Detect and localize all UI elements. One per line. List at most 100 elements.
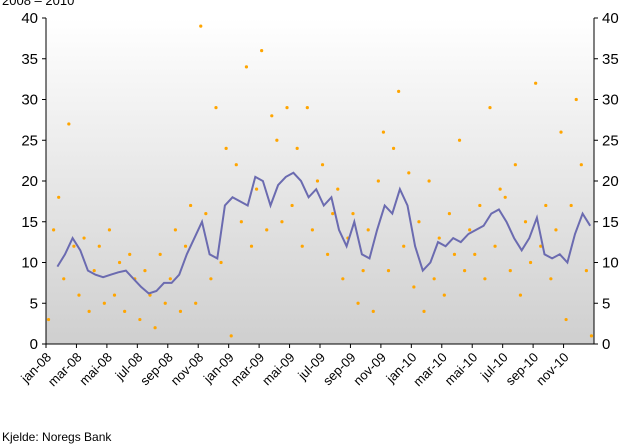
point: [209, 277, 213, 281]
point: [523, 220, 528, 224]
subtitle: 2008 – 2010: [2, 0, 74, 8]
point: [539, 244, 543, 248]
point: [442, 293, 446, 297]
point: [549, 277, 553, 281]
point: [584, 269, 588, 273]
point: [376, 179, 380, 183]
point: [189, 203, 193, 208]
point: [82, 236, 86, 240]
point: [224, 146, 228, 150]
point: [117, 260, 122, 265]
point: [123, 309, 127, 313]
point: [77, 293, 81, 297]
point: [326, 252, 330, 256]
point: [52, 228, 56, 232]
point: [153, 326, 157, 330]
point: [244, 65, 249, 69]
point: [72, 244, 76, 248]
point: [544, 203, 548, 208]
point: [280, 220, 284, 224]
y2-tick-label: 20: [602, 173, 619, 190]
point: [260, 49, 264, 53]
x-tick-label: nov-10: [533, 350, 572, 389]
x-tick-label: mar-10: [410, 350, 450, 390]
x-tick-label: mar-08: [45, 350, 85, 390]
point: [432, 277, 436, 281]
y-tick-label: 5: [30, 295, 38, 312]
point: [528, 260, 533, 265]
point: [331, 212, 335, 216]
point: [569, 203, 573, 208]
point: [513, 163, 517, 167]
y2-tick-label: 25: [602, 132, 619, 149]
point: [351, 212, 355, 216]
point: [356, 301, 360, 305]
point: [249, 244, 254, 248]
point: [397, 89, 401, 93]
x-tick-label: mai-09: [259, 350, 298, 389]
point: [437, 236, 441, 240]
point: [518, 293, 523, 297]
y2-tick-label: 10: [602, 255, 619, 272]
line: [56, 171, 592, 295]
y2-tick-label: 0: [602, 336, 610, 353]
point: [407, 171, 411, 175]
point: [361, 269, 365, 273]
point: [457, 138, 462, 142]
point: [468, 228, 472, 232]
y2-tick-label: 5: [602, 295, 610, 312]
x-tick-label: sep-09: [320, 350, 359, 389]
y2-tick-label: 35: [602, 51, 619, 68]
point: [57, 195, 61, 199]
point: [463, 269, 467, 273]
point: [102, 301, 106, 305]
point: [452, 252, 457, 256]
point: [275, 138, 279, 142]
point: [300, 244, 304, 248]
point: [62, 277, 66, 281]
y2-tick-label: 15: [602, 214, 619, 231]
point: [128, 252, 132, 256]
point: [295, 146, 299, 150]
point: [310, 228, 314, 232]
point: [503, 195, 507, 199]
point: [473, 252, 477, 256]
point: [493, 244, 497, 248]
point: [391, 146, 396, 150]
point: [112, 293, 117, 297]
point: [178, 309, 183, 313]
point: [87, 309, 91, 313]
y-tick-label: 0: [30, 336, 38, 353]
point: [265, 228, 269, 232]
point: [341, 277, 345, 281]
y-tick-label: 30: [21, 92, 38, 109]
point: [92, 269, 96, 273]
point: [488, 106, 492, 110]
y-tick-label: 15: [21, 214, 38, 231]
point: [239, 220, 243, 224]
point: [67, 122, 71, 126]
point: [254, 187, 259, 191]
plot-area: [46, 18, 594, 344]
point: [427, 179, 431, 183]
point: [204, 212, 208, 216]
point: [574, 97, 578, 102]
point: [305, 106, 309, 110]
point: [97, 244, 101, 248]
x-tick-label: nov-08: [168, 350, 207, 389]
point: [508, 269, 512, 273]
x-tick-label: mar-09: [228, 350, 268, 390]
point: [366, 228, 370, 232]
point: [371, 309, 375, 313]
point: [498, 187, 502, 191]
point: [320, 163, 325, 167]
point: [579, 163, 583, 167]
x-tick-label: mai-10: [442, 350, 481, 389]
y-tick-label: 20: [21, 173, 38, 190]
point: [158, 252, 162, 256]
point: [290, 203, 294, 208]
point: [214, 106, 218, 110]
point: [229, 334, 233, 338]
point: [199, 24, 203, 28]
